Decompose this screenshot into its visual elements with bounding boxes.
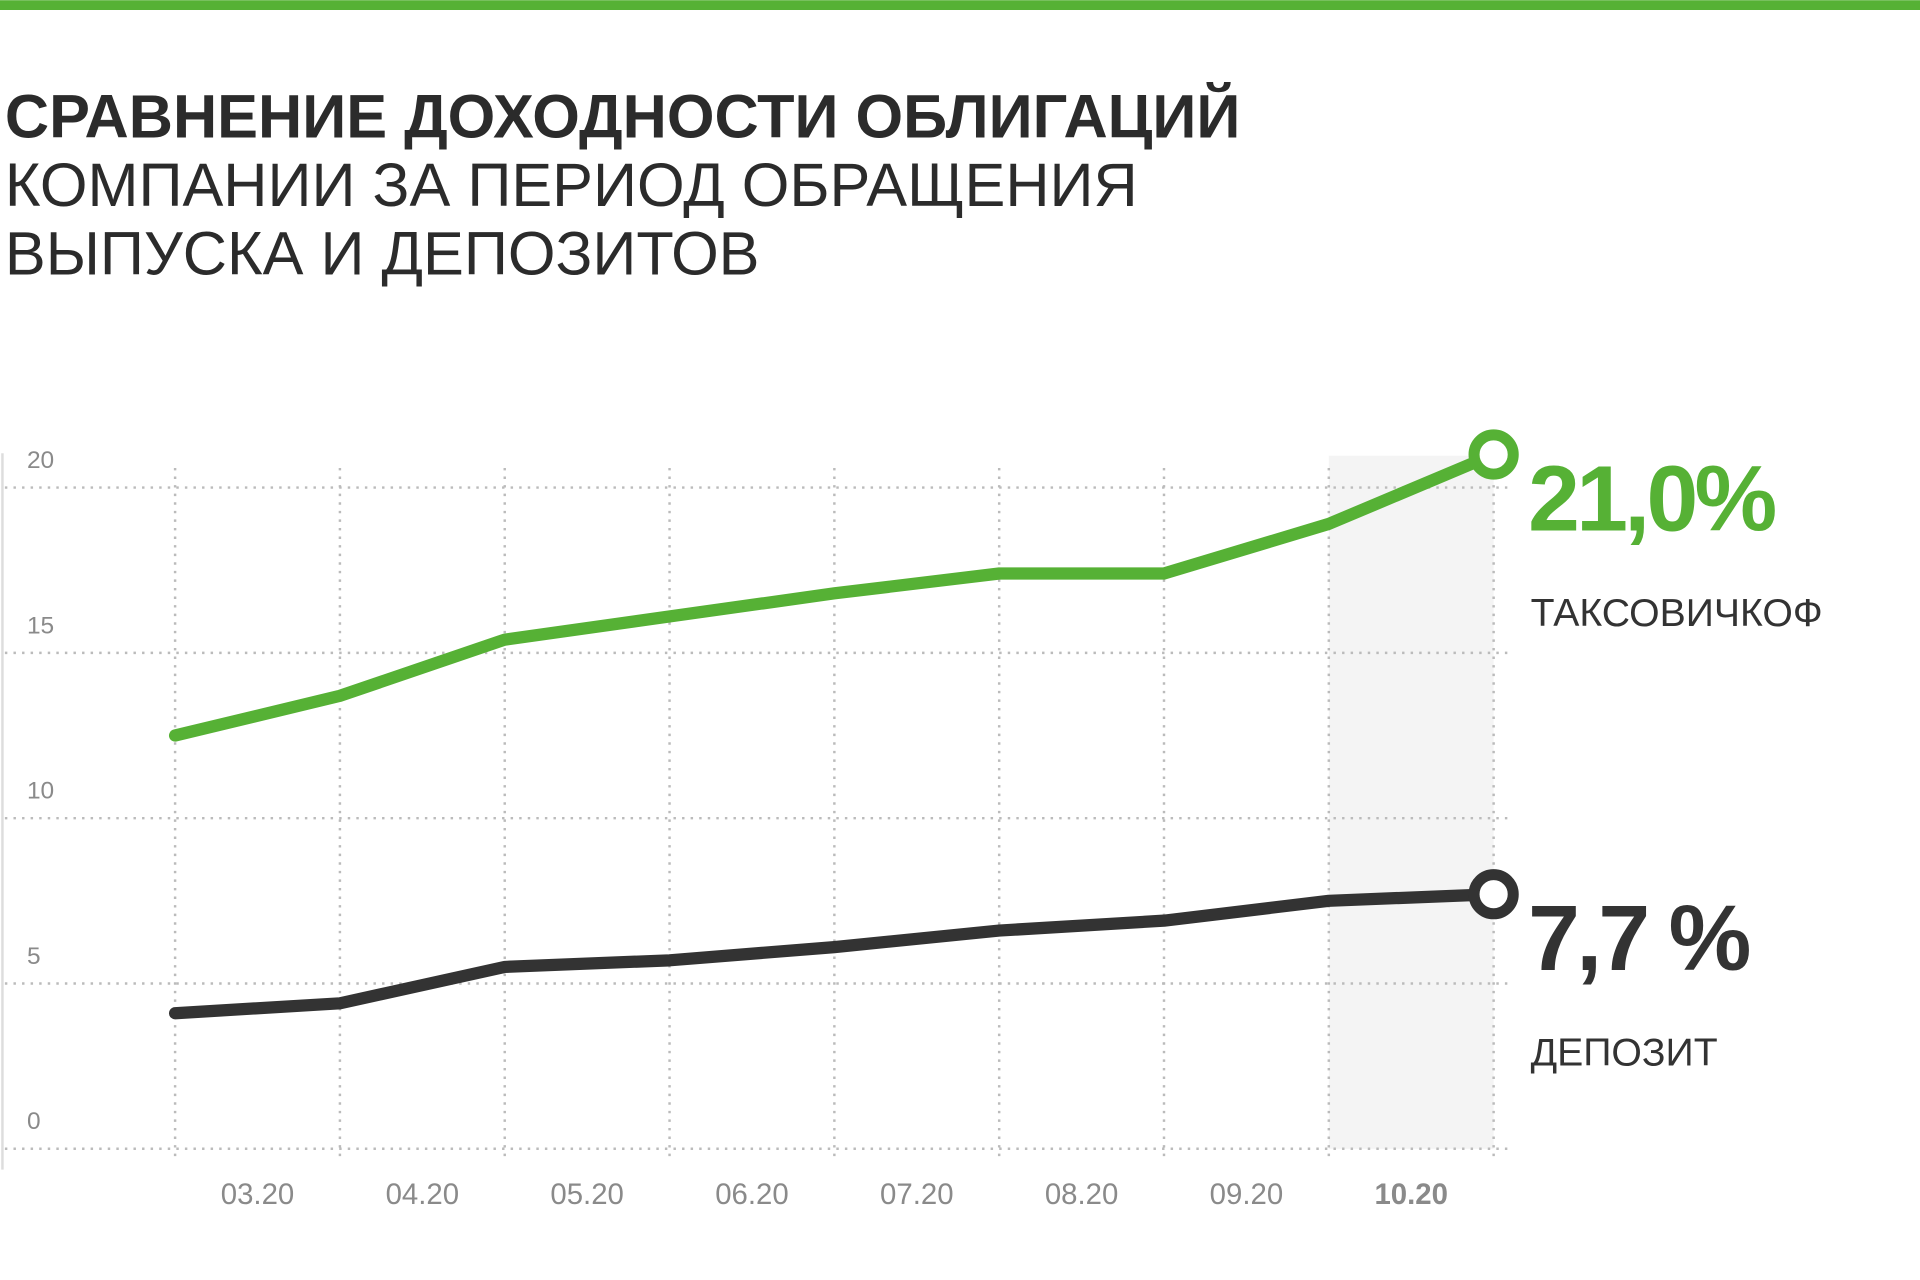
x-tick-label: 04.20 — [386, 1178, 460, 1211]
x-tick-label: 07.20 — [880, 1178, 954, 1211]
series-line — [168, 448, 1500, 742]
y-tick-label: 0 — [27, 1108, 41, 1135]
highlight-band — [1328, 455, 1494, 1149]
y-tick-label: 5 — [27, 943, 41, 970]
legend-label: ДЕПОЗИТ — [1531, 1032, 1718, 1075]
chart-subtitle: ВЫПУСКА И ДЕПОЗИТОВ — [5, 219, 760, 287]
value-label: 21,0% — [1528, 446, 1775, 550]
series-line — [168, 888, 1500, 1020]
x-tick-label: 06.20 — [715, 1178, 789, 1211]
x-tick-label: 08.20 — [1045, 1178, 1119, 1211]
chart-subtitle: КОМПАНИИ ЗА ПЕРИОД ОБРАЩЕНИЯ — [5, 151, 1138, 219]
y-tick-label: 20 — [27, 447, 54, 474]
end-marker — [1468, 429, 1519, 480]
x-tick-label: 03.20 — [221, 1178, 295, 1211]
x-tick-label: 05.20 — [550, 1178, 624, 1211]
top-bar — [0, 0, 1920, 11]
end-marker — [1468, 869, 1519, 920]
legend-label: ТАКСОВИЧКОФ — [1531, 592, 1823, 635]
value-label: 7,7 % — [1528, 886, 1750, 990]
y-tick-label: 10 — [27, 778, 54, 805]
x-tick-label: 09.20 — [1210, 1178, 1284, 1211]
y-tick-label: 15 — [27, 612, 54, 639]
x-tick-label: 10.20 — [1374, 1178, 1448, 1211]
chart-title: СРАВНЕНИЕ ДОХОДНОСТИ ОБЛИГАЦИЙ — [5, 81, 1241, 150]
